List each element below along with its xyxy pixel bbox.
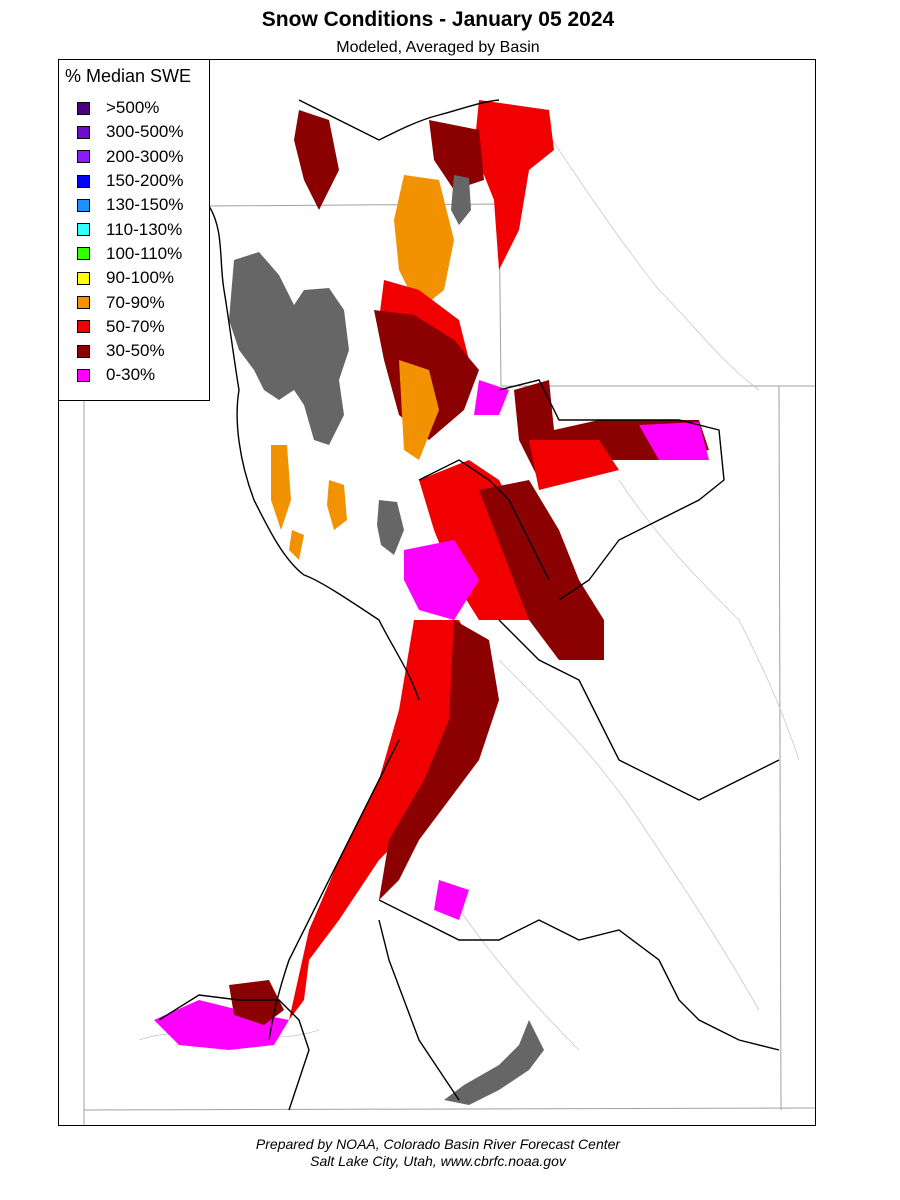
area-0-30-central bbox=[404, 540, 479, 620]
legend-swatch bbox=[77, 320, 90, 334]
legend-swatch bbox=[77, 125, 90, 139]
legend-item: 0-30% bbox=[77, 363, 184, 387]
river-2 bbox=[618, 479, 800, 761]
basin-boundary-north bbox=[298, 99, 500, 141]
basin-boundary-central bbox=[418, 459, 550, 581]
basin-boundary-south bbox=[378, 899, 780, 1051]
basin-boundary-sevier bbox=[268, 739, 400, 1041]
basin-boundary-green bbox=[498, 619, 780, 801]
legend-items: >500% 300-500% 200-300% 150-200% 130-150… bbox=[77, 96, 184, 388]
basin-boundary-west bbox=[208, 205, 420, 701]
legend-label: 300-500% bbox=[106, 122, 184, 142]
river-3 bbox=[498, 659, 760, 1011]
legend-item: 150-200% bbox=[77, 169, 184, 193]
legend-swatch bbox=[77, 223, 90, 237]
legend-item: 70-90% bbox=[77, 290, 184, 314]
area-70-90-west-3 bbox=[289, 530, 304, 560]
map-frame bbox=[58, 59, 816, 1126]
area-70-90-west-1 bbox=[271, 445, 291, 530]
great-salt-lake bbox=[229, 252, 349, 445]
footer-credit-line-1: Prepared by NOAA, Colorado Basin River F… bbox=[255, 1136, 621, 1152]
area-0-30-provo bbox=[474, 380, 509, 415]
legend-item: 300-500% bbox=[77, 120, 184, 144]
snow-areas bbox=[154, 100, 709, 1050]
legend-label: 90-100% bbox=[106, 268, 175, 288]
legend-item: 200-300% bbox=[77, 145, 184, 169]
legend-swatch bbox=[77, 271, 90, 285]
area-30-50-north bbox=[294, 110, 339, 210]
lake-powell bbox=[444, 1020, 544, 1105]
legend-item: 90-100% bbox=[77, 266, 184, 290]
area-50-70-north bbox=[474, 100, 554, 270]
legend-swatch bbox=[77, 344, 90, 358]
area-70-90-cache bbox=[394, 175, 454, 310]
basin-boundary-uinta bbox=[498, 379, 725, 601]
basin-boundary-virgin bbox=[158, 994, 310, 1111]
legend-label: 130-150% bbox=[106, 195, 184, 215]
legend-item: 50-70% bbox=[77, 315, 184, 339]
legend-label: 110-130% bbox=[106, 219, 183, 239]
idaho-utah-border bbox=[208, 203, 815, 387]
area-70-90-west-2 bbox=[327, 480, 347, 530]
basin-boundary-escalante bbox=[378, 919, 460, 1101]
map-subtitle: Modeled, Averaged by Basin bbox=[336, 39, 540, 56]
legend-item: 30-50% bbox=[77, 339, 184, 363]
legend-swatch bbox=[77, 247, 90, 261]
area-0-30-uinta bbox=[639, 422, 709, 460]
area-0-30-southwest bbox=[154, 1000, 289, 1050]
legend-label: 50-70% bbox=[106, 316, 165, 336]
utah-lake bbox=[377, 500, 404, 555]
area-30-50-north-2 bbox=[429, 120, 484, 190]
legend-swatch bbox=[77, 174, 90, 188]
area-70-90-weber bbox=[399, 360, 439, 460]
legend-swatch bbox=[77, 101, 90, 115]
bear-lake bbox=[451, 175, 471, 225]
legend-swatch bbox=[77, 150, 90, 164]
map-title: Snow Conditions - January 05 2024 bbox=[261, 8, 615, 31]
legend-label: 70-90% bbox=[106, 292, 165, 312]
river-1 bbox=[538, 119, 760, 391]
footer-credit-line-2: Salt Lake City, Utah, www.cbrfc.noaa.gov bbox=[310, 1153, 566, 1169]
legend-item: 130-150% bbox=[77, 193, 184, 217]
basin-boundaries bbox=[158, 99, 780, 1111]
legend-swatch bbox=[77, 368, 90, 382]
legend-item: >500% bbox=[77, 96, 184, 120]
state-borders bbox=[83, 203, 815, 1125]
legend-swatch bbox=[77, 296, 90, 310]
legend-label: 0-30% bbox=[106, 365, 156, 385]
snow-map bbox=[83, 99, 815, 1125]
utah-arizona-border bbox=[83, 1107, 815, 1111]
legend-label: 200-300% bbox=[106, 146, 184, 166]
legend-label: 100-110% bbox=[106, 243, 183, 263]
area-30-50-south bbox=[379, 620, 499, 900]
legend-item: 100-110% bbox=[77, 242, 184, 266]
area-50-70-uinta bbox=[529, 440, 619, 490]
legend-label: >500% bbox=[106, 98, 160, 118]
utah-colorado-border bbox=[778, 385, 782, 1111]
lakes bbox=[229, 175, 544, 1105]
area-0-30-south bbox=[434, 880, 469, 920]
area-30-50-central bbox=[479, 480, 604, 660]
area-30-50-southwest bbox=[229, 980, 284, 1025]
legend-label: 30-50% bbox=[106, 341, 165, 361]
legend-item: 110-130% bbox=[77, 217, 184, 241]
legend-title: % Median SWE bbox=[65, 66, 192, 86]
legend: % Median SWE >500% 300-500% 200-300% 150… bbox=[58, 59, 210, 401]
legend-swatch bbox=[77, 198, 90, 212]
area-50-70-south bbox=[289, 620, 479, 1020]
legend-label: 150-200% bbox=[106, 171, 184, 191]
